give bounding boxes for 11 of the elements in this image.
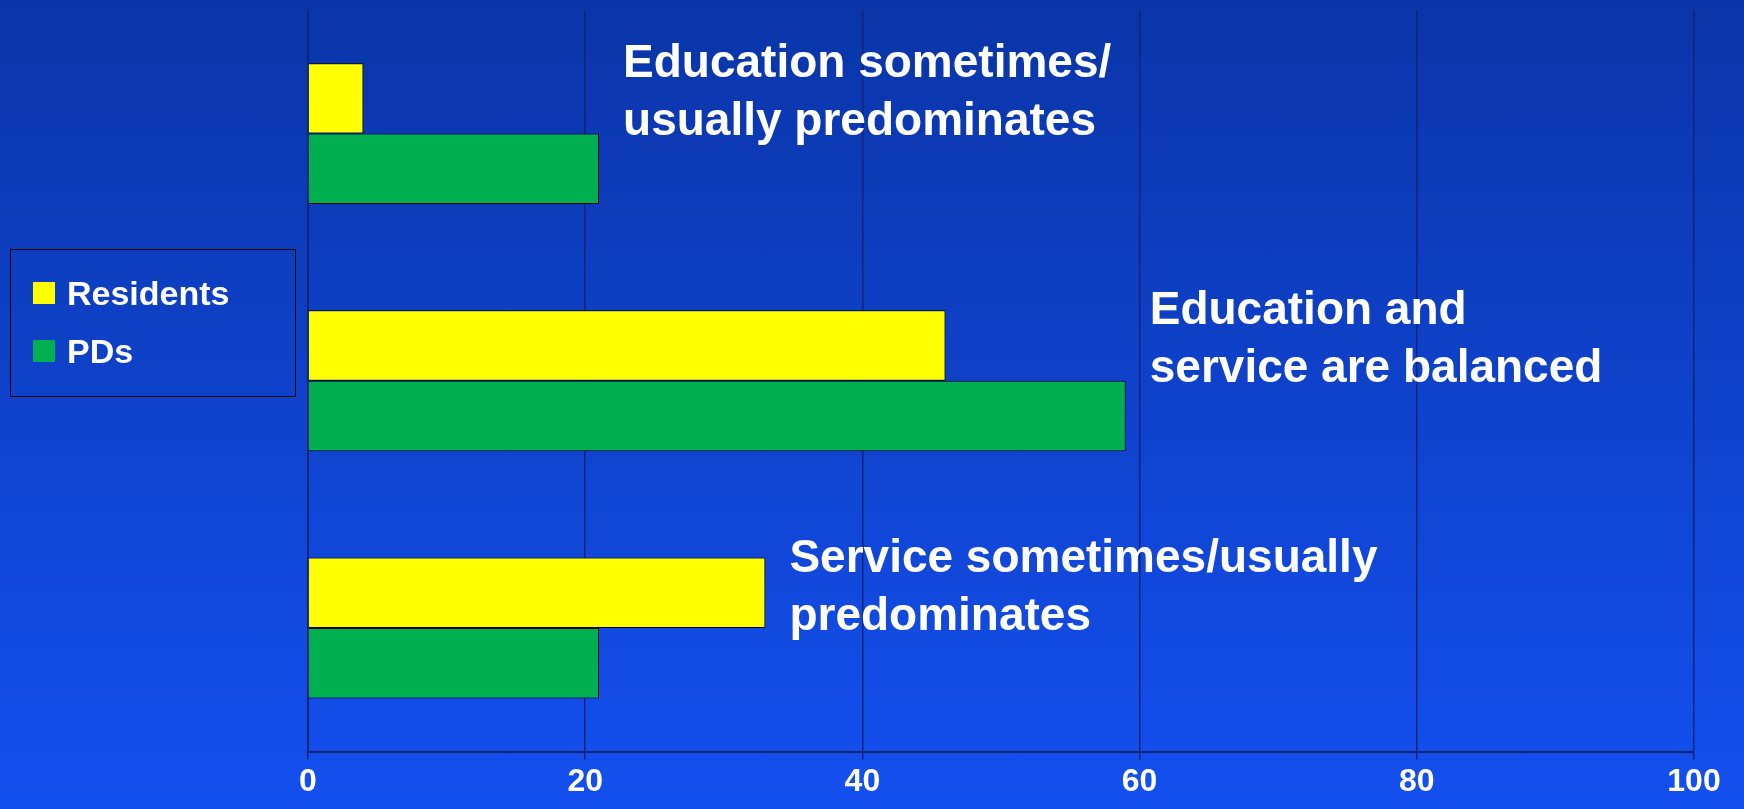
legend-label: Residents [67, 273, 230, 313]
x-tick-label: 0 [299, 761, 317, 798]
y-tick-label: Education sometimes/ usually predominates [623, 35, 1112, 146]
x-tick-label: 60 [1121, 761, 1158, 798]
y-tick-label: Service sometimes/usually predominates [789, 529, 1378, 640]
x-tick-label: 100 [1667, 761, 1721, 798]
x-tick-label: 40 [844, 761, 881, 798]
x-tick-label: 80 [1399, 761, 1435, 798]
y-tick-label: Education and service are balanced [1149, 282, 1603, 393]
legend-label: PDs [67, 331, 134, 371]
x-tick-label: 20 [567, 761, 603, 798]
